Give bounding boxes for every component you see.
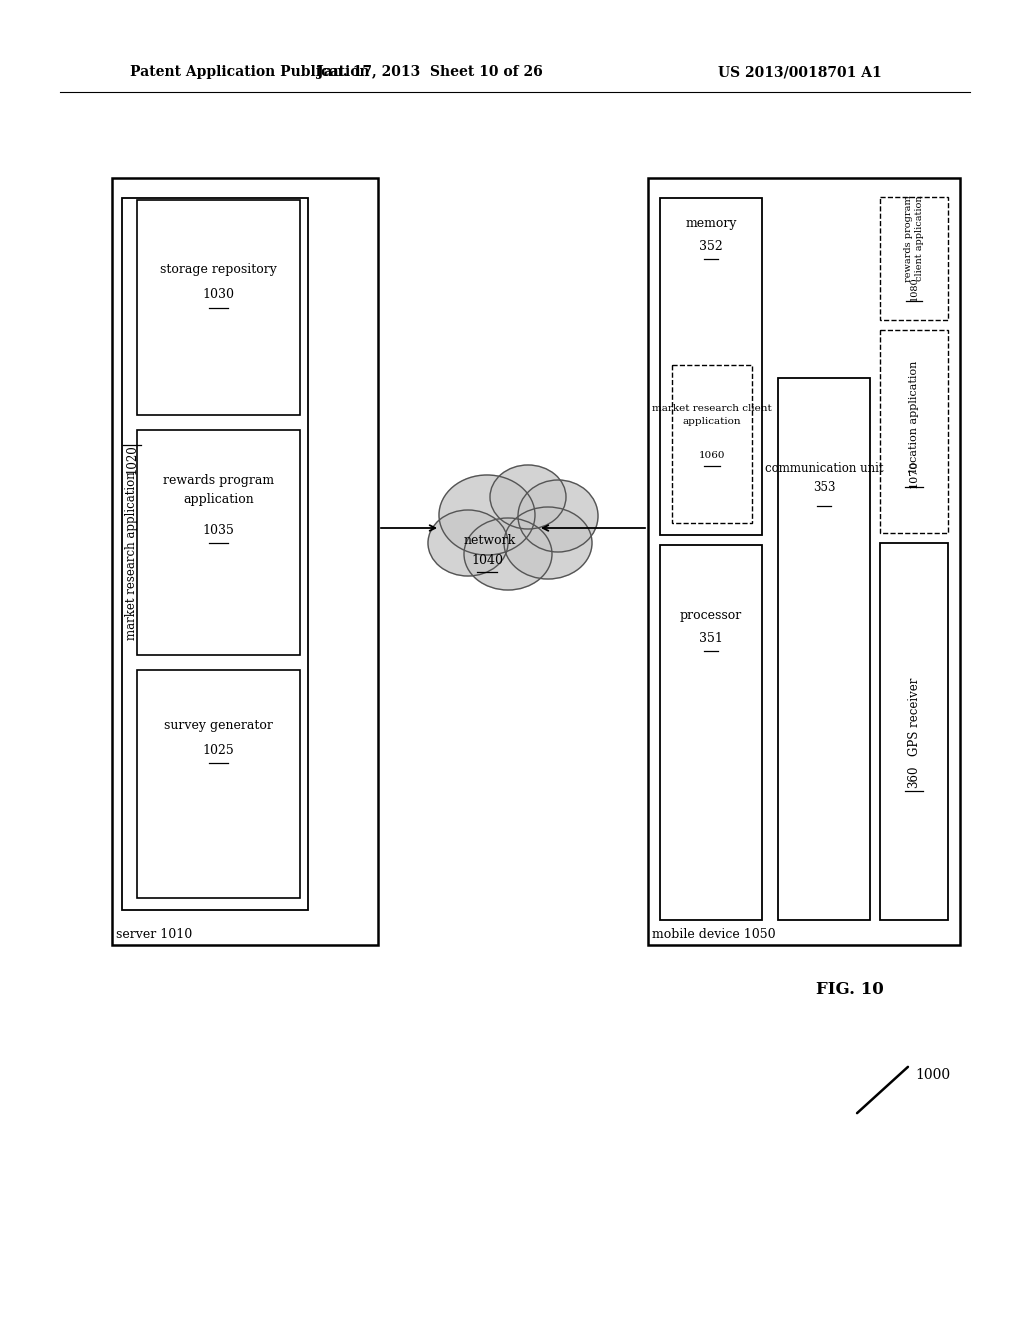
Text: 1080: 1080 <box>909 276 919 301</box>
Text: market research client
application: market research client application <box>652 404 772 426</box>
Text: location application: location application <box>909 360 919 473</box>
Text: communication unit
353: communication unit 353 <box>765 462 884 494</box>
Text: 1060: 1060 <box>698 450 725 459</box>
Text: memory: memory <box>685 216 736 230</box>
Ellipse shape <box>504 507 592 579</box>
Bar <box>672 366 752 523</box>
Text: rewards program
application: rewards program application <box>163 474 274 506</box>
Text: FIG. 10: FIG. 10 <box>816 982 884 998</box>
Bar <box>648 178 961 945</box>
Text: storage repository: storage repository <box>160 264 276 276</box>
Text: processor: processor <box>680 609 742 622</box>
Text: rewards program
client application: rewards program client application <box>903 195 925 282</box>
Text: 1035: 1035 <box>203 524 234 536</box>
Text: Patent Application Publication: Patent Application Publication <box>130 65 370 79</box>
Ellipse shape <box>518 480 598 552</box>
Bar <box>137 671 300 898</box>
Text: 1000: 1000 <box>915 1068 950 1082</box>
Text: 1030: 1030 <box>203 289 234 301</box>
Bar <box>122 198 308 909</box>
Bar <box>880 330 948 533</box>
Text: US 2013/0018701 A1: US 2013/0018701 A1 <box>718 65 882 79</box>
Text: 1070: 1070 <box>909 459 919 487</box>
Ellipse shape <box>464 517 552 590</box>
Bar <box>880 197 948 319</box>
Text: network: network <box>464 533 516 546</box>
Text: mobile device 1050: mobile device 1050 <box>652 928 775 941</box>
Text: 1040: 1040 <box>471 553 503 566</box>
Bar <box>137 201 300 414</box>
Ellipse shape <box>490 465 566 529</box>
Text: 351: 351 <box>699 631 723 644</box>
Ellipse shape <box>428 510 508 576</box>
Text: market research application: market research application <box>126 467 138 640</box>
Bar <box>137 430 300 655</box>
Text: 1025: 1025 <box>203 743 234 756</box>
Text: survey generator: survey generator <box>164 718 273 731</box>
Ellipse shape <box>439 475 535 554</box>
Text: 360: 360 <box>907 766 921 788</box>
Text: server 1010: server 1010 <box>116 928 193 941</box>
Text: 1020: 1020 <box>126 444 138 474</box>
Text: GPS receiver: GPS receiver <box>907 677 921 755</box>
Bar <box>880 543 948 920</box>
Bar <box>660 545 762 920</box>
Bar <box>660 198 762 535</box>
Bar <box>778 378 870 920</box>
Bar <box>112 178 378 945</box>
Text: Jan. 17, 2013  Sheet 10 of 26: Jan. 17, 2013 Sheet 10 of 26 <box>317 65 543 79</box>
Text: 352: 352 <box>699 239 723 252</box>
